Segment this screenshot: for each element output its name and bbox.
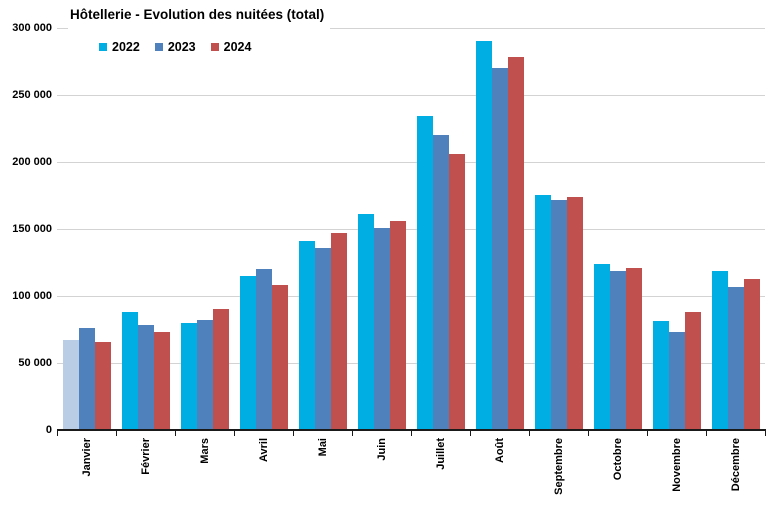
gridline [57, 95, 765, 96]
legend-item-2022: 2022 [99, 40, 140, 54]
legend-label: 2023 [167, 40, 196, 54]
x-axis-tick [234, 431, 235, 436]
bar-2024-Mai [330, 233, 347, 430]
bar-2024-Février [153, 332, 170, 430]
bar-2023-Septembre [550, 200, 567, 430]
gridline [57, 363, 765, 364]
bar-2024-Juillet [448, 154, 465, 430]
bar-2024-Janvier [94, 342, 111, 430]
x-axis-tick [470, 431, 471, 436]
bar-2023-Juillet [432, 135, 449, 430]
gridline [57, 296, 765, 297]
legend-marker-2023 [154, 43, 163, 51]
gridline [57, 28, 765, 29]
legend-label: 2022 [112, 40, 140, 54]
x-axis-tick [588, 431, 589, 436]
x-axis-tick [57, 431, 58, 436]
chart-title: Hôtellerie - Evolution des nuitées (tota… [68, 7, 331, 33]
bar-2022-Septembre [534, 195, 551, 430]
bar-2022-Avril [239, 276, 256, 430]
legend-item-2024: 2024 [210, 40, 252, 54]
x-tick-label-Juillet: Juillet [434, 438, 447, 470]
bar-2022-Février [121, 312, 138, 430]
bar-2022-Mars [180, 323, 197, 430]
bar-2024-Octobre [625, 268, 642, 430]
bar-2023-Juin [373, 228, 390, 430]
x-tick-label-Janvier: Janvier [80, 438, 93, 477]
y-tick-label: 100 000 [12, 290, 52, 302]
bar-2024-Novembre [684, 312, 701, 430]
x-axis-tick [175, 431, 176, 436]
x-axis-tick [352, 431, 353, 436]
y-tick-label: 250 000 [12, 89, 52, 101]
bar-2022-Mai [298, 241, 315, 430]
x-axis-tick [411, 431, 412, 436]
bar-2022-Janvier [62, 340, 79, 430]
bar-2023-Mai [314, 248, 331, 430]
x-tick-label-Septembre: Septembre [552, 438, 565, 495]
bar-2024-Avril [271, 285, 288, 430]
bar-2024-Juin [389, 221, 406, 430]
x-axis-tick [765, 431, 766, 436]
bar-2024-Septembre [566, 197, 583, 430]
x-tick-label-Avril: Avril [257, 438, 270, 463]
y-axis-labels: 300 000 250 000 200 000 150 000 100 000 50 00… [0, 0, 52, 506]
y-tick-label: 0 [45, 424, 52, 436]
y-tick-label: 300 000 [12, 22, 52, 34]
x-tick-label-Février: Février [139, 438, 152, 475]
bar-2023-Mars [196, 320, 213, 430]
y-tick-label: 150 000 [12, 223, 52, 235]
bar-2023-Novembre [668, 332, 685, 430]
bar-2023-Octobre [609, 271, 626, 430]
legend-label: 2024 [223, 40, 252, 54]
bar-2024-Décembre [743, 279, 760, 430]
legend-marker-2022 [99, 43, 107, 51]
legend-item-2023: 2023 [154, 40, 196, 54]
bar-2022-Août [475, 41, 492, 430]
bar-2023-Janvier [78, 328, 95, 430]
x-axis-tick [293, 431, 294, 436]
legend-marker-2024 [210, 43, 219, 51]
x-tick-label-Juin: Juin [375, 438, 388, 461]
bar-2022-Juillet [416, 116, 433, 430]
y-tick-label: 50 000 [18, 357, 52, 369]
bar-2023-Février [137, 325, 154, 430]
x-tick-label-Décembre: Décembre [729, 438, 742, 492]
x-axis-tick [647, 431, 648, 436]
bar-2024-Mars [212, 309, 229, 430]
bar-2023-Avril [255, 269, 272, 430]
bar-2022-Octobre [593, 264, 610, 430]
plot-area [57, 28, 765, 430]
x-tick-label-Mars: Mars [198, 438, 211, 464]
gridline [57, 229, 765, 230]
x-tick-label-Mai: Mai [316, 438, 329, 457]
x-tick-label-Octobre: Octobre [611, 438, 624, 481]
bar-2023-Décembre [727, 287, 744, 430]
x-axis-tick [706, 431, 707, 436]
x-axis-tick [116, 431, 117, 436]
x-axis-tick [529, 431, 530, 436]
chart-legend: 2022 2023 2024 [99, 40, 252, 54]
gridline [57, 162, 765, 163]
bar-2022-Décembre [711, 271, 728, 430]
x-tick-label-Août: Août [493, 438, 506, 464]
bar-2022-Juin [357, 214, 374, 430]
x-axis-line [57, 429, 766, 431]
x-tick-label-Novembre: Novembre [670, 438, 683, 492]
bar-2023-Août [491, 68, 508, 430]
bar-2022-Novembre [652, 321, 669, 430]
y-tick-label: 200 000 [12, 156, 52, 168]
bar-2024-Août [507, 57, 524, 430]
